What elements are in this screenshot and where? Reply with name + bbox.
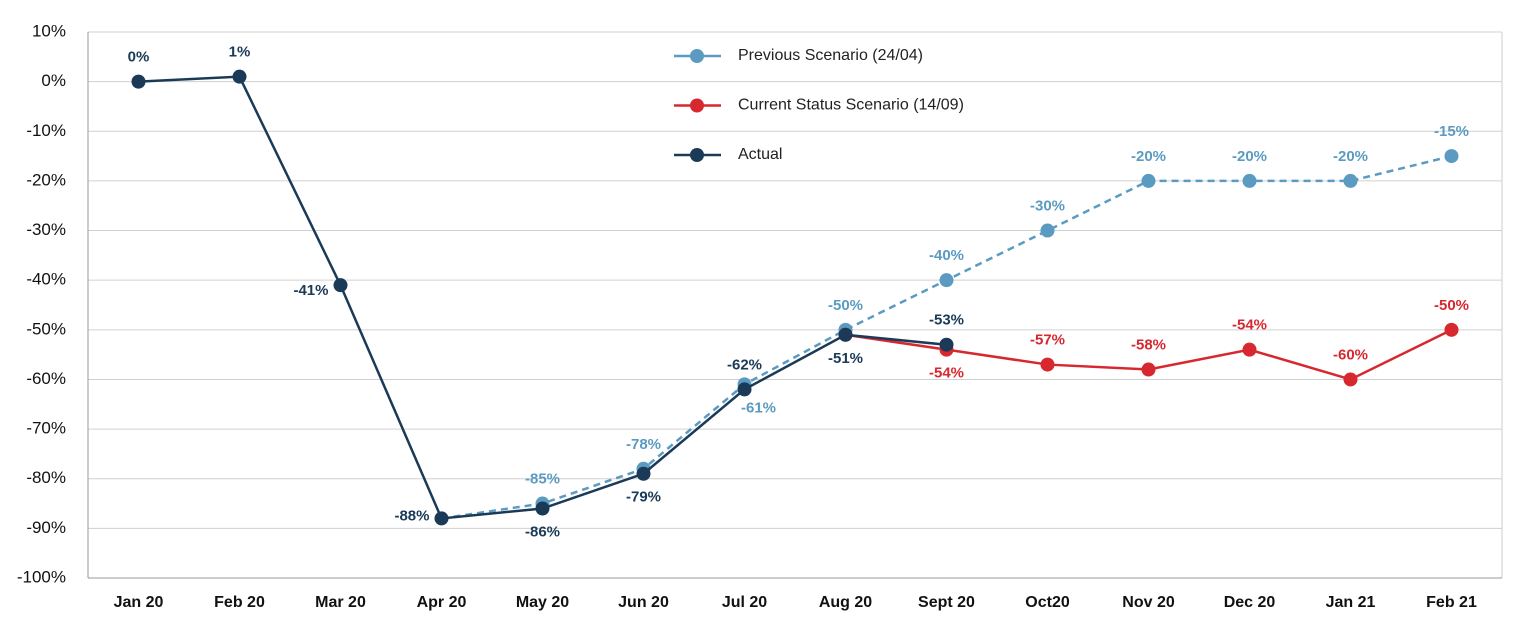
x-tick-label: Oct20 <box>1025 594 1070 611</box>
data-label: -60% <box>1333 346 1368 363</box>
legend-label: Previous Scenario (24/04) <box>738 47 923 64</box>
data-label: -61% <box>741 399 776 416</box>
x-tick-label: Apr 20 <box>417 594 467 611</box>
data-point <box>232 69 247 84</box>
data-label: -54% <box>1232 317 1267 334</box>
x-tick-label: Sept 20 <box>918 594 975 611</box>
data-label: -20% <box>1131 148 1166 165</box>
data-label: -53% <box>929 312 964 329</box>
data-point <box>131 74 146 89</box>
data-label: -88% <box>394 507 429 524</box>
y-tick-label: 0% <box>41 71 66 90</box>
legend-label: Current Status Scenario (14/09) <box>738 97 964 114</box>
data-point <box>1242 173 1257 188</box>
data-point <box>1040 357 1055 372</box>
x-tick-label: Mar 20 <box>315 594 366 611</box>
data-label: -78% <box>626 436 661 453</box>
data-label: -50% <box>828 297 863 314</box>
data-label: -50% <box>1434 297 1469 314</box>
series-line <box>138 75 947 520</box>
y-tick-label: -90% <box>26 518 66 537</box>
x-tick-label: Jan 21 <box>1326 594 1376 611</box>
data-point <box>939 337 954 352</box>
y-tick-label: -40% <box>26 270 66 289</box>
data-point <box>434 511 449 526</box>
data-point <box>1040 223 1055 238</box>
data-point <box>1242 342 1257 357</box>
data-label: -86% <box>525 523 560 540</box>
data-point <box>1444 149 1459 164</box>
data-point <box>1343 372 1358 387</box>
x-tick-label: Feb 21 <box>1426 594 1477 611</box>
data-label: -51% <box>828 350 863 367</box>
y-tick-label: -70% <box>26 419 66 438</box>
data-label: -62% <box>727 356 762 373</box>
x-tick-label: Jan 20 <box>114 594 164 611</box>
data-label: -20% <box>1232 148 1267 165</box>
y-tick-label: -80% <box>26 468 66 487</box>
x-tick-label: Aug 20 <box>819 594 872 611</box>
data-point <box>838 327 853 342</box>
y-tick-label: -30% <box>26 220 66 239</box>
data-point <box>939 273 954 288</box>
data-point <box>737 382 752 397</box>
data-point <box>333 278 348 293</box>
data-point <box>1141 362 1156 377</box>
data-label: -85% <box>525 471 560 488</box>
data-point <box>535 501 550 516</box>
legend-marker <box>690 148 704 162</box>
x-tick-label: Feb 20 <box>214 594 265 611</box>
legend-marker <box>690 49 704 63</box>
y-tick-label: 10% <box>32 21 66 40</box>
data-point <box>1141 173 1156 188</box>
x-tick-label: Nov 20 <box>1122 594 1175 611</box>
legend-label: Actual <box>738 146 782 163</box>
data-label: -58% <box>1131 336 1166 353</box>
x-tick-label: Dec 20 <box>1224 594 1276 611</box>
y-tick-label: -100% <box>17 567 66 586</box>
y-tick-label: -20% <box>26 170 66 189</box>
x-tick-label: Jun 20 <box>618 594 669 611</box>
data-label: -57% <box>1030 332 1065 349</box>
data-label: -40% <box>929 247 964 264</box>
data-label: -30% <box>1030 198 1065 215</box>
y-tick-label: -60% <box>26 369 66 388</box>
data-label: -20% <box>1333 148 1368 165</box>
data-point <box>1444 322 1459 337</box>
data-label: 0% <box>128 49 150 66</box>
series-line <box>441 154 1452 520</box>
data-point <box>1343 173 1358 188</box>
x-tick-label: May 20 <box>516 594 569 611</box>
x-tick-label: Jul 20 <box>722 594 767 611</box>
legend-marker <box>690 98 704 113</box>
data-label: -54% <box>929 365 964 382</box>
data-label: -79% <box>626 489 661 506</box>
y-tick-label: -10% <box>26 121 66 140</box>
data-point <box>636 466 651 481</box>
data-label: 1% <box>229 44 251 61</box>
y-tick-label: -50% <box>26 319 66 338</box>
data-label: -41% <box>293 282 328 299</box>
data-label: -15% <box>1434 123 1469 140</box>
